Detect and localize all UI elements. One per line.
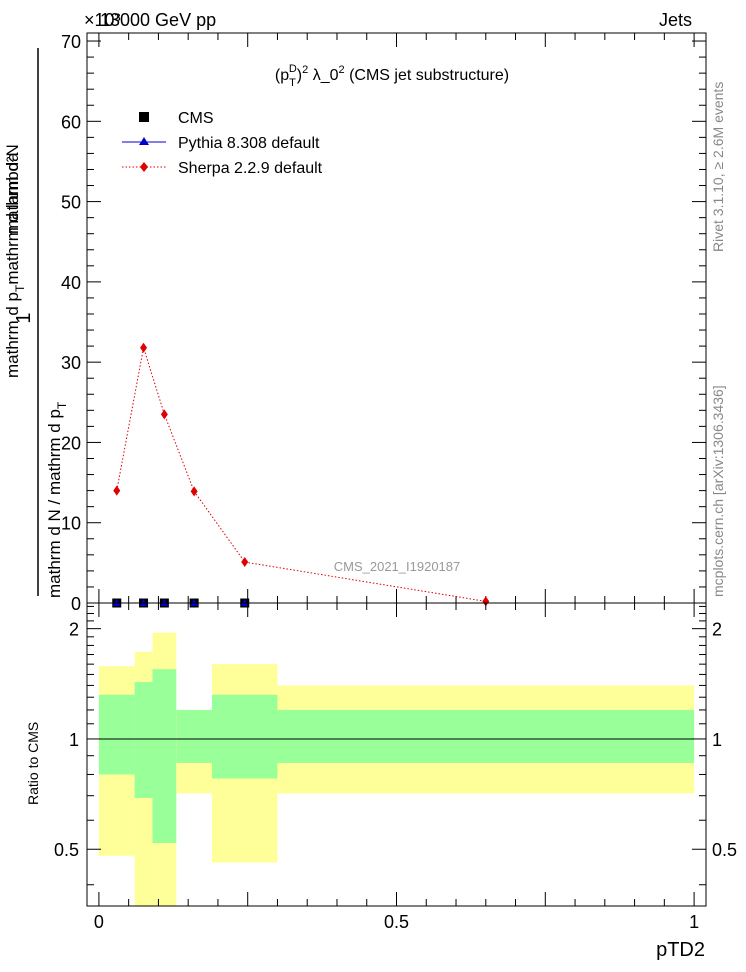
ratio-y-tick-label: 2 [69,620,79,640]
y-axis-label-upper: mathrm d pTmathrm d lambda mathrm d²N [3,144,27,378]
legend-label: Pythia 8.308 default [178,135,320,152]
inner-band [176,709,212,763]
legend: CMS Pythia 8.308 default Sherpa 2.2.9 defa… [122,110,323,177]
x-axis-label: pTD2 [656,939,705,961]
main-axis-ticks: 0 10 20 30 40 50 60 70 [61,32,706,614]
data-point-sherpa [241,557,249,568]
y-tick-label: 40 [61,273,81,293]
legend-label: Sherpa 2.2.9 default [178,160,323,177]
y-label-numerator: 1 [13,312,35,323]
inner-band [277,709,695,763]
data-point-sherpa [190,486,198,497]
ratio-y-label: Ratio to CMS [25,722,41,805]
ratio-axis-ticks: 0.5 0.5 1 1 2 2 0 0.5 1 [54,603,737,932]
energy-label: 13000 GeV pp [100,10,216,30]
ratio-y-tick-label-right: 1 [712,730,722,750]
inner-band [98,694,135,775]
inner-band [211,694,278,779]
inner-band [152,669,177,844]
ratio-y-tick-label-right: 2 [712,620,722,640]
inner-band [134,682,153,798]
ratio-y-tick-label: 0.5 [54,840,79,860]
y-label-denominator: mathrm d N / mathrm d pT [45,401,69,598]
ratio-y-tick-label-right: 0.5 [712,840,737,860]
data-point-sherpa [482,596,490,607]
y-axis-label: 1 mathrm d N / mathrm d pT [13,48,69,598]
y-tick-label: 60 [61,112,81,132]
y-tick-label: 0 [71,594,81,614]
svg-text:mathrm d pTmathrm d lambda: mathrm d pTmathrm d lambda [3,152,27,378]
series-line-Sherpa 2.2.9 default [116,347,486,602]
plot-title: (pTD)2 λ_02 (CMS jet substructure) [275,63,509,89]
svg-text:mathrm d²N: mathrm d²N [3,144,22,234]
x-tick-label: 1 [689,912,699,932]
legend-label: CMS [178,110,214,127]
mcplots-label: mcplots.cern.ch [arXiv:1306.3436] [710,385,726,597]
legend-marker-cms [139,112,149,122]
analysis-label: CMS_2021_I1920187 [334,559,461,574]
y-tick-label: 10 [61,514,81,534]
x-tick-label: 0.5 [384,912,409,932]
data-point-sherpa [140,342,148,353]
y-tick-label: 50 [61,193,81,213]
x-tick-label: 0 [94,912,104,932]
y-tick-label: 70 [61,32,81,52]
ratio-y-tick-label: 1 [69,730,79,750]
rivet-label: Rivet 3.1.10, ≥ 2.6M events [710,82,726,252]
data-point-sherpa [160,409,168,420]
y-tick-label: 20 [61,433,81,453]
ratio-bands [98,632,695,906]
exponent-label: ×10³ [84,10,121,30]
y-tick-label: 30 [61,353,81,373]
process-label: Jets [659,10,692,30]
data-point-sherpa [113,485,121,496]
legend-marker-pythia [139,137,149,145]
legend-marker-sherpa [140,162,148,172]
